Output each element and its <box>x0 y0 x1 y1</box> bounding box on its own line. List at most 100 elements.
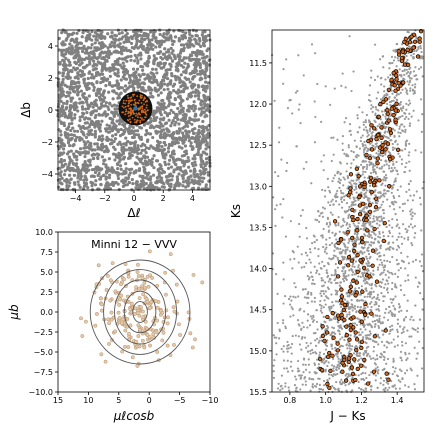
x-tick-label: 15 <box>53 396 63 405</box>
field-star <box>352 70 355 73</box>
field-star <box>181 131 185 135</box>
pm-point <box>93 323 98 328</box>
field-star <box>289 365 292 368</box>
field-star <box>149 119 153 124</box>
field-star <box>372 168 375 171</box>
spatial-y-label: Δb <box>19 102 33 118</box>
field-star <box>348 313 351 316</box>
field-star <box>323 384 326 387</box>
field-star <box>90 168 94 172</box>
field-star <box>185 97 190 101</box>
field-star <box>177 136 182 140</box>
field-star <box>375 285 378 288</box>
field-star <box>78 63 82 67</box>
field-star <box>313 363 317 367</box>
field-star <box>328 243 331 247</box>
field-star <box>203 56 207 60</box>
field-star <box>364 366 367 369</box>
field-star <box>137 168 142 172</box>
field-star <box>329 103 332 106</box>
field-star <box>60 176 64 180</box>
field-star <box>88 141 93 145</box>
field-star <box>183 36 188 40</box>
pm-point <box>118 297 123 302</box>
field-star <box>351 240 354 243</box>
field-star <box>410 241 413 245</box>
field-star <box>305 296 308 299</box>
field-star <box>89 128 93 132</box>
field-star <box>369 216 372 220</box>
field-star <box>391 148 395 152</box>
field-star <box>353 232 356 235</box>
field-star <box>178 166 183 170</box>
field-star <box>77 124 81 128</box>
field-star <box>100 167 104 171</box>
field-star <box>404 267 407 270</box>
field-star <box>179 43 184 47</box>
pm-point <box>193 337 197 342</box>
field-star <box>348 350 351 353</box>
field-star <box>286 161 289 164</box>
field-star <box>82 81 86 85</box>
field-star <box>124 77 129 81</box>
member-star <box>145 106 148 109</box>
field-star <box>367 337 371 341</box>
field-star <box>343 178 346 181</box>
field-star <box>142 187 146 191</box>
field-star <box>394 50 397 53</box>
member-star <box>132 112 135 115</box>
field-star <box>315 382 319 386</box>
field-star <box>336 352 339 355</box>
field-star <box>64 135 68 139</box>
field-star <box>339 172 343 175</box>
field-star <box>344 271 347 275</box>
field-star <box>189 141 193 145</box>
field-star <box>119 78 123 82</box>
field-star <box>344 86 347 89</box>
field-star <box>106 32 110 36</box>
pm-point <box>200 280 205 285</box>
field-star <box>144 128 149 133</box>
field-star <box>405 115 408 119</box>
field-star <box>97 61 102 65</box>
field-star <box>418 260 421 263</box>
field-star <box>364 170 367 174</box>
field-star <box>177 76 181 80</box>
member-star <box>124 113 127 116</box>
field-star <box>64 56 68 61</box>
field-star <box>202 44 207 48</box>
field-star <box>406 238 410 241</box>
field-star <box>111 63 115 67</box>
field-star <box>417 119 420 122</box>
field-star <box>186 155 190 160</box>
field-star <box>143 148 147 152</box>
field-star <box>382 379 386 382</box>
field-star <box>198 39 202 43</box>
field-star <box>193 94 197 98</box>
field-star <box>362 123 365 126</box>
field-star <box>395 238 399 241</box>
field-star <box>68 63 72 67</box>
field-star <box>202 70 206 74</box>
field-star <box>415 36 418 40</box>
pm-point <box>148 273 153 278</box>
field-star <box>116 70 120 75</box>
field-star <box>153 79 157 83</box>
field-star <box>372 315 375 318</box>
field-star <box>285 58 288 61</box>
field-star <box>207 104 212 108</box>
field-star <box>87 86 91 91</box>
field-star <box>65 90 69 94</box>
field-star <box>192 154 197 158</box>
field-star <box>307 290 310 294</box>
field-star <box>413 388 417 391</box>
field-star <box>132 33 136 38</box>
field-star <box>96 29 100 33</box>
field-star <box>86 51 90 55</box>
field-star <box>191 164 195 168</box>
field-star <box>169 64 173 69</box>
field-star <box>366 282 369 285</box>
field-star <box>392 49 395 52</box>
field-star <box>201 119 205 124</box>
field-star <box>401 149 404 152</box>
